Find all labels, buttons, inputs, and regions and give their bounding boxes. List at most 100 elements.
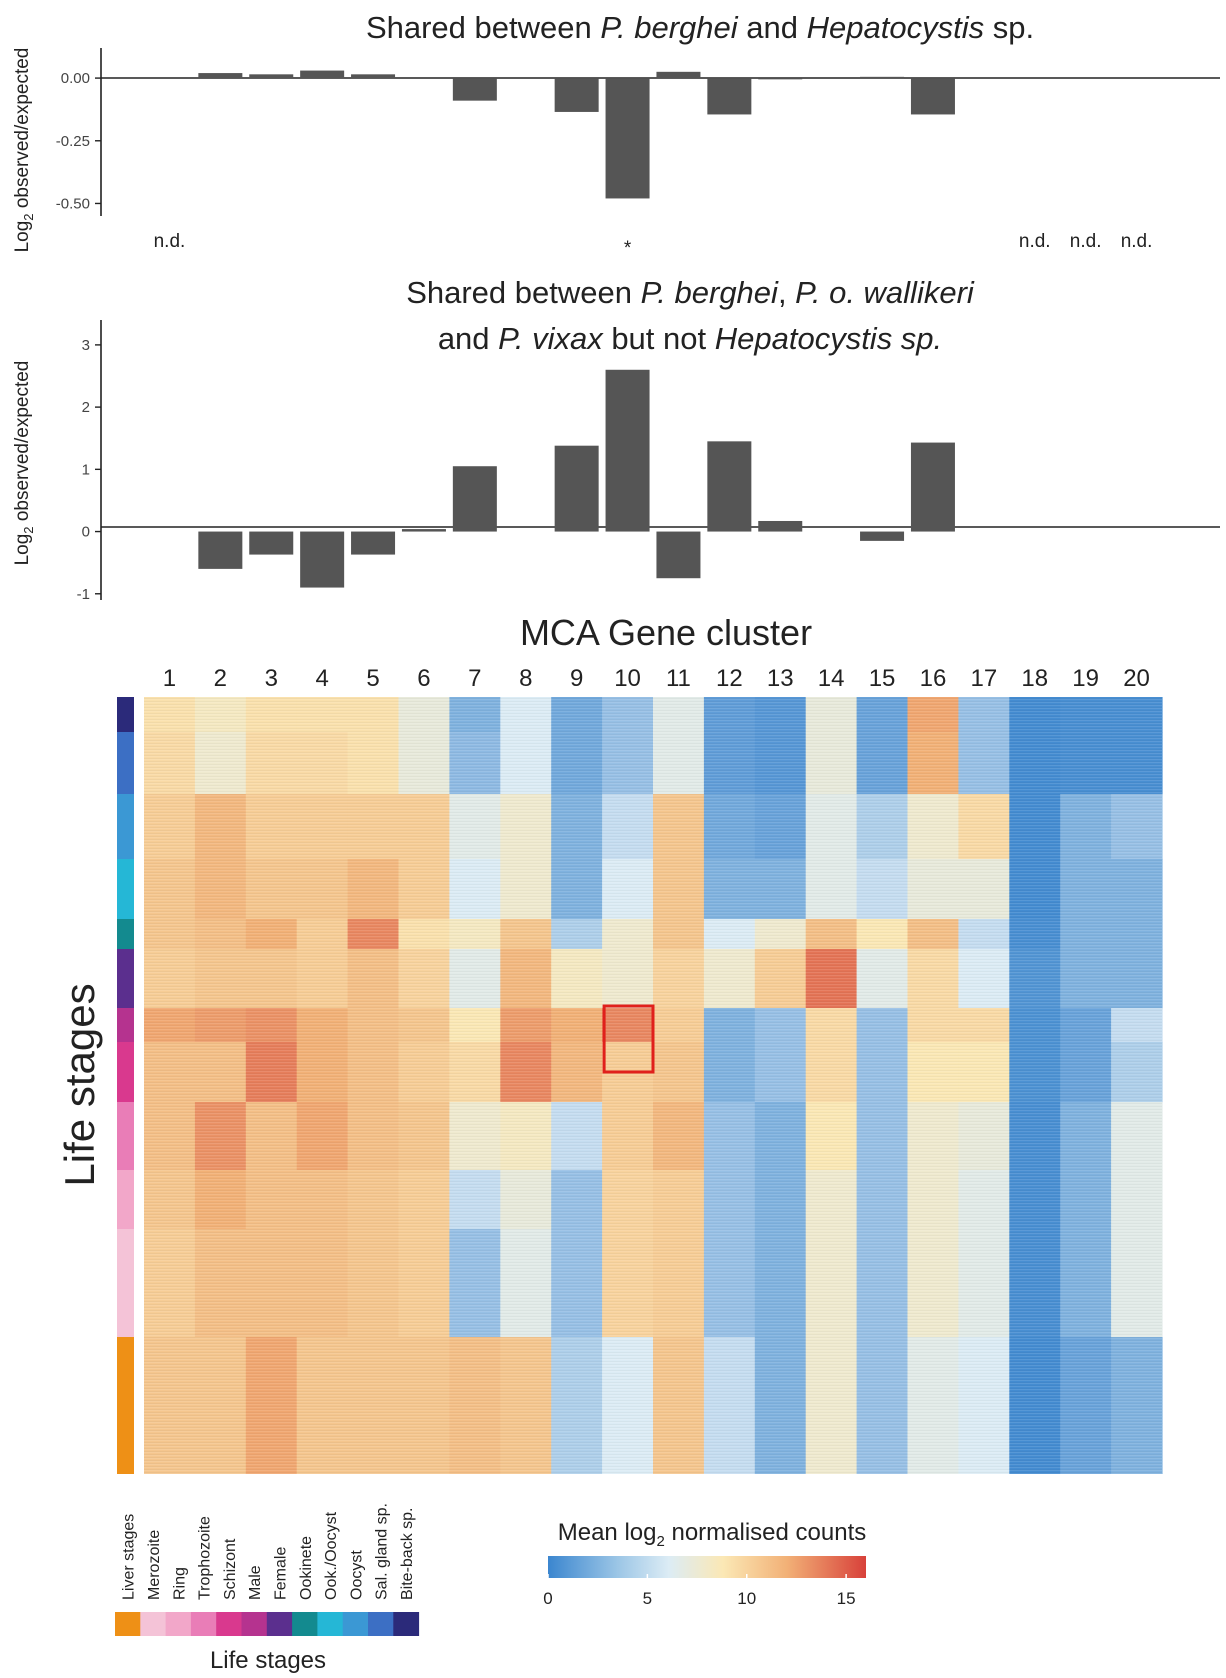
life-stage-bar-segment	[117, 949, 134, 1009]
middle-bar-chart: Shared between P. berghei, P. o. wallike…	[12, 275, 1220, 603]
top-bar-cluster-3	[249, 74, 294, 79]
stage-legend-swatch	[241, 1612, 268, 1636]
top-ytick-label: -0.25	[56, 133, 90, 150]
middle-bar-cluster-9	[554, 445, 599, 532]
middle-bar-cluster-2	[198, 531, 243, 569]
heatmap-column-label: 19	[1072, 665, 1099, 692]
stage-legend-swatch	[368, 1612, 394, 1636]
middle-bar-cluster-11	[656, 531, 701, 579]
heatmap-column-label: 10	[614, 665, 641, 692]
life-stage-bar-segment	[117, 859, 134, 920]
middle-bar-cluster-16	[910, 442, 955, 532]
heatmap-column-label: 17	[970, 665, 997, 692]
life-stage-bar-segment	[117, 732, 134, 795]
life-stage-bar-segment	[117, 1042, 134, 1103]
stage-legend-label: Merozoite	[146, 1530, 163, 1600]
significance-marker: *	[624, 238, 632, 259]
top-bar-cluster-12	[707, 78, 752, 115]
stage-legend-label: Ring	[171, 1567, 188, 1600]
stage-legend-label: Oocyst	[348, 1550, 365, 1600]
middle-bar-cluster-15	[860, 531, 905, 541]
life-stage-bar-segment	[117, 1008, 134, 1043]
stage-legend-label: Female	[272, 1547, 289, 1600]
not-determined-label: n.d.	[1121, 231, 1153, 252]
heatmap-stripe-texture	[144, 697, 1162, 1474]
middle-bar-cluster-10	[605, 369, 650, 532]
top-ytick-label: -0.50	[56, 195, 90, 212]
heatmap-column-label: 3	[265, 665, 278, 692]
top-bar-cluster-16	[910, 78, 955, 115]
middle-ytick-label: 0	[82, 524, 90, 541]
life-stage-bar-segment	[117, 919, 134, 950]
colorbar-tick-label: 0	[543, 1589, 552, 1608]
heatmap-column-label: 16	[920, 665, 947, 692]
top-chart-title: Shared between P. berghei and Hepatocyst…	[366, 10, 1034, 45]
stage-legend-title: Life stages	[210, 1647, 326, 1674]
life-stage-bar-segment	[117, 1337, 134, 1424]
stage-legend-swatch	[115, 1612, 141, 1636]
stage-legend-swatch	[216, 1612, 242, 1636]
stage-legend-swatch	[292, 1612, 318, 1636]
middle-ytick-label: 3	[82, 337, 90, 354]
stage-legend-label: Liver stages	[121, 1514, 138, 1600]
colorbar-title: Mean log2 normalised counts	[558, 1519, 867, 1550]
stage-legend-swatch	[317, 1612, 344, 1636]
heatmap-column-label: 8	[519, 665, 532, 692]
heatmap-column-label: 13	[767, 665, 794, 692]
top-bar-cluster-5	[351, 74, 396, 79]
top-bar-cluster-7	[452, 78, 497, 101]
heatmap-column-label: 14	[818, 665, 845, 692]
middle-chart-title-line2: and P. vixax but not Hepatocystis sp.	[438, 321, 942, 356]
middle-ytick-label: -1	[77, 586, 90, 603]
stage-legend-swatch	[342, 1612, 369, 1636]
life-stage-bar-segment	[117, 1170, 134, 1230]
heatmap-column-label: 20	[1123, 665, 1150, 692]
middle-bar-cluster-6	[401, 529, 446, 532]
not-determined-label: n.d.	[1070, 231, 1102, 252]
colorbar-tick-label: 15	[837, 1589, 856, 1608]
middle-bar-cluster-13	[758, 520, 803, 532]
heatmap-column-label: 9	[570, 665, 583, 692]
life-stage-bar-segment	[117, 1229, 134, 1338]
heatmap-column-label: 6	[417, 665, 430, 692]
middle-bar-cluster-5	[351, 531, 396, 555]
top-bar-cluster-15	[860, 76, 905, 79]
middle-bar-cluster-4	[300, 531, 345, 588]
top-bar-cluster-4	[300, 70, 345, 79]
color-scale-legend: Mean log2 normalised counts 0 5 10 15	[543, 1519, 866, 1608]
stage-legend-label: Sal. gland sp.	[374, 1503, 391, 1600]
top-bar-cluster-2	[198, 73, 243, 79]
stage-legend-label: Schizont	[222, 1538, 239, 1600]
heatmap-column-label: 7	[468, 665, 481, 692]
top-bar-cluster-13	[758, 78, 803, 80]
stage-legend-swatch	[140, 1612, 167, 1636]
heatmap-highlight-box	[602, 1004, 655, 1074]
life-stage-bar-segment	[117, 1423, 134, 1474]
heatmap-column-label: 4	[315, 665, 328, 692]
stage-legend-swatch	[190, 1612, 217, 1636]
top-bar-cluster-9	[554, 78, 599, 112]
top-bar-chart: Shared between P. berghei and Hepatocyst…	[12, 10, 1220, 259]
heatmap-title: MCA Gene cluster	[520, 612, 812, 653]
heatmap-column-label: 5	[366, 665, 379, 692]
not-determined-label: n.d.	[154, 231, 186, 252]
heatmap-column-label: 11	[666, 665, 691, 692]
life-stage-bar-segment	[117, 697, 134, 733]
colorbar-tick-label: 5	[643, 1589, 652, 1608]
stage-legend-label: Ook./Oocyst	[323, 1511, 340, 1600]
top-bar-cluster-10	[605, 78, 650, 199]
life-stage-bar-segment	[117, 794, 134, 860]
stage-legend-label: Trophozoite	[197, 1516, 214, 1600]
colorbar-tick-label: 10	[737, 1589, 756, 1608]
middle-bar-cluster-3	[249, 531, 294, 555]
stage-legend: Liver stages Merozoite Ring Trophozoite Schi…	[115, 1503, 420, 1674]
top-chart-ylabel: Log2 observed/expected	[12, 48, 36, 253]
middle-ytick-label: 2	[82, 399, 90, 416]
middle-bar-cluster-12	[707, 441, 752, 532]
heatmap-column-label: 15	[869, 665, 896, 692]
life-stage-bar-segment	[117, 1102, 134, 1171]
colorbar-gradient	[548, 1556, 866, 1578]
heatmap-column-label: 2	[214, 665, 227, 692]
top-bar-cluster-11	[656, 71, 701, 79]
